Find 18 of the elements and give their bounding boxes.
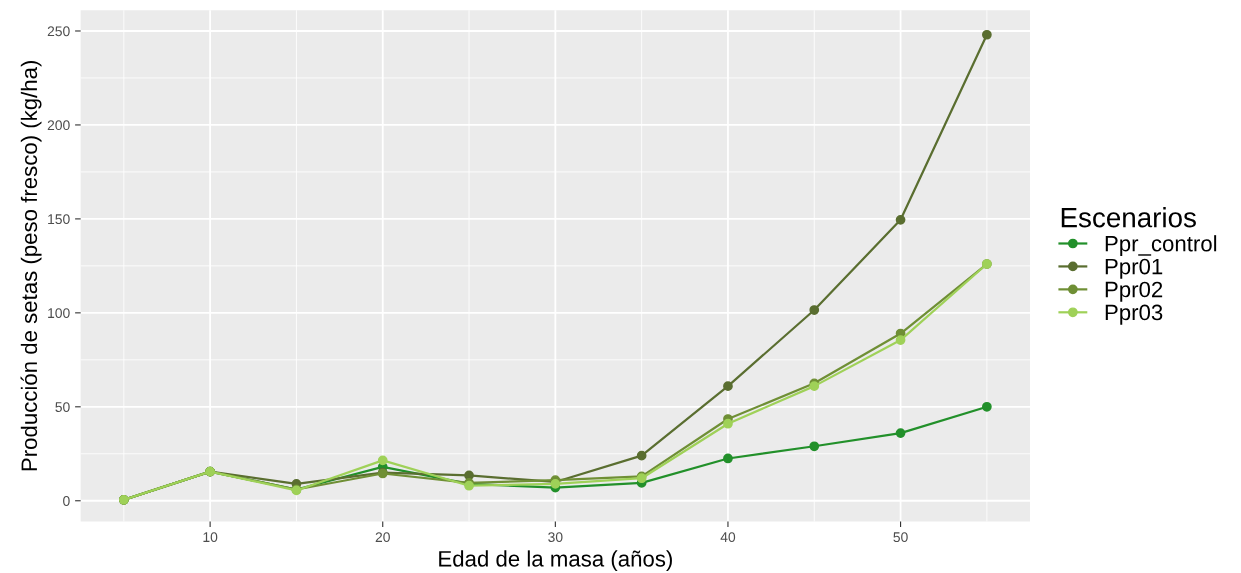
y-tick-label: 50 xyxy=(55,402,70,412)
y-tick-label: 0 xyxy=(63,496,70,506)
x-tick-label: 40 xyxy=(720,532,736,543)
y-tick-label: 250 xyxy=(47,26,70,37)
y-tick-label: 100 xyxy=(48,308,70,319)
x-tick-label: 50 xyxy=(893,532,908,543)
x-axis-title: Edad de la masa (años) xyxy=(439,550,672,572)
legend-label: Ppr_control xyxy=(1105,235,1217,256)
x-tick-label: 30 xyxy=(548,532,563,543)
y-tick-label: 200 xyxy=(47,120,70,131)
y-tick-label: 150 xyxy=(48,214,70,225)
legend-label: Ppr01 xyxy=(1105,258,1163,279)
x-tick-label: 10 xyxy=(203,532,218,543)
legend-label: Ppr02 xyxy=(1105,281,1163,302)
y-axis-title: Producción de setas (peso fresco) (kg/ha) xyxy=(20,60,42,471)
legend-title: Escenarios xyxy=(1061,207,1196,228)
legend-label: Ppr03 xyxy=(1105,304,1163,325)
x-tick-label: 20 xyxy=(375,532,390,543)
